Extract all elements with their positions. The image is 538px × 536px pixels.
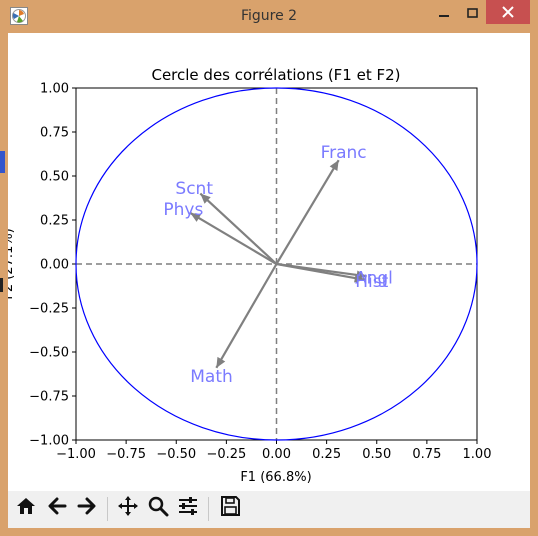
x-axis-label: F1 (66.8%) [240, 470, 311, 485]
floppy-disk-icon [219, 495, 241, 521]
vector-label-franc: Franc [321, 143, 367, 163]
x-tick-label: −1.00 [56, 447, 96, 462]
background-window-fragment [0, 33, 8, 528]
vector-arrowhead-phys [190, 212, 202, 222]
y-tick-label: −0.50 [29, 346, 69, 361]
window-title: Figure 2 [240, 8, 298, 24]
vector-arrow-franc [275, 159, 340, 265]
sliders-icon [177, 495, 199, 521]
maximize-icon [466, 3, 478, 22]
toolbar-separator [107, 497, 108, 521]
figure-canvas[interactable]: Cercle des corrélations (F1 et F2) −1.00… [8, 33, 530, 528]
x-tick-label: 1.00 [463, 447, 492, 462]
matplotlib-logo-icon[interactable] [10, 7, 28, 25]
magnifier-icon [147, 495, 169, 521]
y-tick-label: −1.00 [29, 434, 69, 449]
configure-subplots-button[interactable] [174, 494, 202, 522]
home-icon [15, 495, 37, 521]
vector-label-scnt: Scnt [175, 179, 213, 199]
x-tick-label: 0.00 [262, 447, 291, 462]
y-tick-label: −0.25 [29, 302, 69, 317]
back-button[interactable] [43, 494, 71, 522]
unit-circle [75, 87, 478, 441]
save-button[interactable] [216, 494, 244, 522]
correlation-circle-plot[interactable]: Cercle des corrélations (F1 et F2) −1.00… [8, 33, 530, 491]
y-tick-labels: −1.00 −0.75 −0.50 −0.25 0.00 0.25 0.50 0.75 1.00 [29, 82, 76, 449]
zoom-button[interactable] [144, 494, 172, 522]
x-tick-label: −0.25 [206, 447, 246, 462]
arrow-right-icon [76, 495, 98, 521]
arrow-left-icon [46, 495, 68, 521]
chart-title: Cercle des corrélations (F1 et F2) [151, 66, 400, 84]
y-tick-label: 0.00 [40, 258, 69, 273]
title-bar[interactable]: Figure 2 [0, 0, 538, 33]
toolbar-separator [208, 497, 209, 521]
y-tick-label: 0.25 [40, 214, 69, 229]
vector-arrowhead-franc [329, 160, 339, 172]
x-tick-label: 0.50 [362, 447, 391, 462]
x-tick-labels: −1.00 −0.75 −0.50 −0.25 0.00 0.25 0.50 0.75 1.00 [56, 440, 491, 462]
x-tick-label: 0.25 [312, 447, 341, 462]
move-arrows-icon [117, 495, 139, 521]
maximize-button[interactable] [458, 0, 486, 24]
y-tick-label: 1.00 [40, 82, 69, 97]
x-tick-label: 0.75 [412, 447, 441, 462]
forward-button[interactable] [73, 494, 101, 522]
vector-arrowhead-math [216, 356, 226, 368]
vector-arrow-hist [276, 262, 365, 281]
vector-arrowhead-scnt [200, 193, 211, 204]
minimize-button[interactable] [430, 0, 458, 24]
home-button[interactable] [12, 494, 40, 522]
close-icon [502, 3, 514, 22]
vector-arrowhead-hist [354, 273, 365, 283]
y-tick-label: 0.75 [40, 126, 69, 141]
close-button[interactable] [486, 0, 530, 24]
vector-label-angl: Angl [355, 268, 393, 288]
minimize-icon [439, 3, 449, 22]
pan-button[interactable] [114, 494, 142, 522]
vector-label-hist: Hist [355, 272, 388, 292]
vector-label-phys: Phys [163, 200, 203, 220]
y-tick-label: 0.50 [40, 170, 69, 185]
vector-arrow-phys [189, 212, 278, 265]
vector-arrow-scnt [199, 192, 278, 265]
vector-arrow-math [215, 263, 278, 369]
y-axis-label: F2 (27.1%) [8, 228, 16, 299]
navigation-toolbar [8, 491, 530, 528]
x-tick-label: −0.75 [106, 447, 146, 462]
vector-label-math: Math [190, 367, 233, 387]
y-tick-label: −0.75 [29, 390, 69, 405]
x-tick-label: −0.50 [156, 447, 196, 462]
